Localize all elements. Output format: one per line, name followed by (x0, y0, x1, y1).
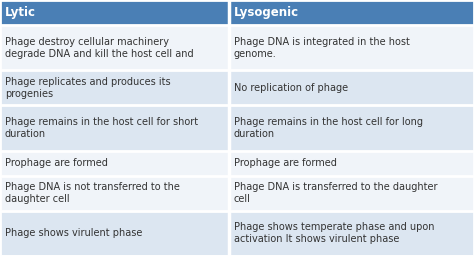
Text: Lytic: Lytic (5, 6, 36, 19)
Text: Phage shows temperate phase and upon
activation It shows virulent phase: Phage shows temperate phase and upon act… (234, 222, 435, 244)
Text: Phage DNA is not transferred to the
daughter cell: Phage DNA is not transferred to the daug… (5, 182, 180, 204)
Bar (229, 211, 474, 256)
Text: Phage remains in the host cell for short
duration: Phage remains in the host cell for short… (5, 117, 198, 139)
Bar (229, 70, 474, 105)
Bar (229, 0, 474, 25)
Bar (229, 176, 474, 211)
Text: Phage destroy cellular machinery
degrade DNA and kill the host cell and: Phage destroy cellular machinery degrade… (5, 37, 193, 59)
Bar (0, 151, 229, 176)
Bar (0, 25, 229, 70)
Bar (0, 211, 229, 256)
Text: Phage DNA is transferred to the daughter
cell: Phage DNA is transferred to the daughter… (234, 182, 438, 204)
Bar (229, 25, 474, 70)
Text: No replication of phage: No replication of phage (234, 83, 348, 93)
Bar (0, 105, 229, 151)
Text: Prophage are formed: Prophage are formed (234, 158, 337, 168)
Bar (229, 151, 474, 176)
Bar (0, 176, 229, 211)
Text: Phage replicates and produces its
progenies: Phage replicates and produces its progen… (5, 77, 171, 99)
Bar (0, 70, 229, 105)
Text: Lysogenic: Lysogenic (234, 6, 299, 19)
Bar (229, 105, 474, 151)
Text: Phage DNA is integrated in the host
genome.: Phage DNA is integrated in the host geno… (234, 37, 410, 59)
Text: Prophage are formed: Prophage are formed (5, 158, 108, 168)
Text: Phage shows virulent phase: Phage shows virulent phase (5, 228, 142, 238)
Bar (0, 0, 229, 25)
Text: Phage remains in the host cell for long
duration: Phage remains in the host cell for long … (234, 117, 423, 139)
